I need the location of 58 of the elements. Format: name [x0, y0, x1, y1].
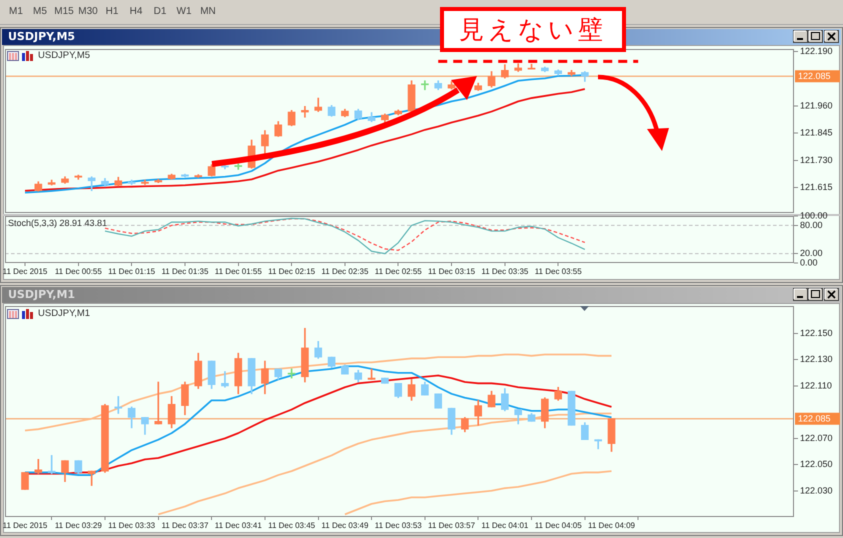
x-tick-label: 11 Dec 2015	[2, 521, 48, 530]
x-tick-label: 11 Dec 03:55	[534, 267, 582, 276]
chart-title: Stoch(5,3,3) 28.91 43.81	[8, 218, 108, 229]
x-tick-label: 11 Dec 04:09	[588, 521, 636, 530]
x-tick-label: 11 Dec 03:45	[268, 521, 316, 530]
text: MN	[199, 6, 217, 18]
x-tick-label: 11 Dec 03:53	[374, 521, 422, 530]
candlestick	[221, 371, 229, 388]
x-tick-label: 11 Dec 03:33	[108, 521, 156, 530]
y-tick-label: 121.615	[800, 182, 833, 192]
text: M15	[53, 6, 75, 18]
y-tick-label: 80.00	[800, 220, 823, 230]
text: M5	[32, 6, 48, 18]
x-tick-label: 11 Dec 04:05	[534, 521, 582, 530]
text: H1	[104, 6, 120, 18]
x-tick-label: 11 Dec 03:29	[54, 521, 102, 530]
y-tick-label: 121.960	[800, 100, 833, 110]
candlestick	[301, 106, 309, 118]
y-tick-label: 20.00	[800, 248, 823, 258]
y-tick-label: 122.070	[800, 432, 833, 443]
text: M1	[8, 6, 24, 18]
label-box: 見えない壁	[440, 7, 626, 52]
x-tick-label: 11 Dec 01:55	[214, 267, 262, 276]
x-tick-label: 11 Dec 04:01	[481, 521, 529, 530]
text: W1	[176, 6, 192, 18]
ref-line-label: 122.085	[798, 414, 831, 424]
x-tick-label: 11 Dec 02:55	[374, 267, 422, 276]
text: M30	[77, 6, 99, 18]
y-tick-label: 122.110	[800, 380, 832, 390]
x-tick-label: 11 Dec 02:35	[321, 267, 369, 276]
x-tick-label: 11 Dec 02:15	[268, 267, 316, 276]
y-tick-label: 122.190	[800, 46, 833, 56]
x-tick-label: 11 Dec 03:15	[428, 267, 476, 276]
x-tick-label: 11 Dec 2015	[2, 267, 48, 276]
y-tick-label: 122.150	[800, 328, 833, 338]
y-tick-label: 121.845	[800, 128, 833, 138]
chart-title: USDJPY,M1	[8, 288, 76, 302]
x-tick-label: 11 Dec 01:35	[161, 267, 209, 276]
x-tick-label: 11 Dec 03:57	[428, 521, 476, 530]
x-tick-label: 11 Dec 03:41	[214, 521, 262, 530]
y-tick-label: 100.00	[800, 210, 828, 220]
y-tick-label: 122.030	[800, 485, 833, 496]
y-tick-label: 122.050	[800, 459, 833, 470]
chart-title: USDJPY,M5	[8, 30, 76, 44]
text: H4	[128, 6, 144, 18]
chart-subtitle: USDJPY,M1	[38, 308, 90, 320]
text: D1	[152, 6, 168, 18]
y-tick-label: 122.130	[800, 354, 833, 364]
x-tick-label: 11 Dec 00:55	[54, 267, 102, 276]
x-tick-label: 11 Dec 03:37	[161, 521, 209, 530]
x-tick-label: 11 Dec 01:15	[108, 267, 156, 276]
chart-subtitle: USDJPY,M5	[38, 50, 90, 62]
y-tick-label: 121.730	[800, 154, 833, 165]
x-tick-label: 11 Dec 03:35	[481, 267, 529, 276]
ref-line-label: 122.085	[798, 71, 831, 82]
title-bar: USDJPY,M1	[2, 287, 841, 303]
x-tick-label: 11 Dec 03:49	[321, 521, 369, 530]
y-tick-label: 0.00	[800, 257, 818, 268]
